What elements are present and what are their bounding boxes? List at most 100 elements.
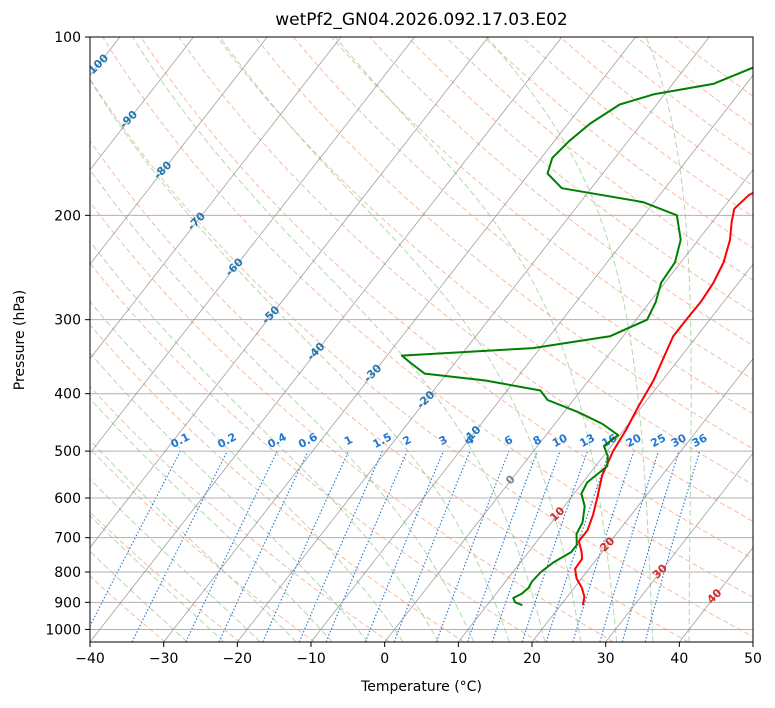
moist-adiabat bbox=[90, 300, 404, 642]
dry-adiabat bbox=[140, 37, 753, 560]
y-tick-label: 600 bbox=[54, 491, 81, 507]
dry-adiabat bbox=[292, 37, 753, 415]
x-axis-label: Temperature (°C) bbox=[361, 679, 482, 695]
dry-adiabat bbox=[90, 448, 315, 642]
moist-adiabat bbox=[132, 37, 546, 642]
dry-adiabat bbox=[521, 37, 753, 218]
moist-adiabat bbox=[90, 514, 225, 642]
mixing-ratio-line bbox=[364, 450, 444, 642]
dry-adiabat bbox=[90, 262, 540, 642]
x-tick-label: 20 bbox=[523, 651, 541, 667]
x-tick-label: −10 bbox=[296, 651, 326, 667]
dry-adiabat bbox=[102, 37, 753, 598]
isotherm-gridline bbox=[384, 169, 753, 642]
dry-adiabat bbox=[216, 37, 753, 486]
mixing-ratio-line bbox=[466, 450, 538, 642]
dry-adiabat bbox=[597, 37, 753, 157]
dry-adiabat bbox=[445, 37, 753, 281]
isotherm-label: -60 bbox=[223, 255, 246, 278]
plot-frame bbox=[89, 36, 754, 643]
isotherm-label: -100 bbox=[82, 51, 111, 80]
moist-adiabat bbox=[219, 37, 582, 642]
mixing-ratio-label: 0.1 bbox=[169, 430, 192, 451]
isotherm-label: -50 bbox=[259, 303, 282, 326]
dry-adiabat bbox=[368, 37, 753, 347]
dry-adiabat bbox=[90, 139, 689, 642]
moist-adiabat bbox=[334, 37, 618, 642]
mixing-ratio-label: 2 bbox=[401, 433, 414, 448]
isotherm-gridline bbox=[310, 74, 753, 642]
y-tick-label: 900 bbox=[54, 595, 81, 611]
moist-adiabat bbox=[645, 37, 692, 642]
mixing-ratio-line bbox=[644, 450, 701, 642]
dry-adiabat bbox=[483, 37, 753, 249]
mixing-ratio-line bbox=[435, 450, 510, 642]
dry-adiabat bbox=[254, 37, 753, 450]
mixing-ratio-label: 30 bbox=[669, 431, 689, 450]
mixing-ratio-label: 6 bbox=[502, 433, 515, 448]
dry-adiabat bbox=[178, 37, 753, 522]
dry-adiabat bbox=[90, 385, 390, 642]
mixing-ratio-line bbox=[90, 450, 181, 628]
isotherm-gridline bbox=[90, 37, 563, 642]
isotherm-label: 10 bbox=[547, 504, 567, 524]
mixing-ratio-line bbox=[185, 450, 278, 642]
x-tick-label: 0 bbox=[380, 651, 389, 667]
dry-adiabat bbox=[673, 37, 753, 97]
isotherm-gridline bbox=[90, 37, 342, 360]
y-tick-label: 300 bbox=[54, 313, 81, 329]
moist-adiabat bbox=[90, 550, 188, 642]
moist-adiabat bbox=[90, 168, 475, 642]
isotherm-gridline bbox=[90, 37, 194, 171]
x-tick-label: 50 bbox=[744, 651, 762, 667]
mixing-ratio-label: 1 bbox=[342, 433, 355, 448]
plot-area: -100-90-80-70-60-50-40-30-20-10010203040… bbox=[82, 37, 753, 642]
mixing-ratio-line bbox=[298, 450, 383, 642]
mixing-ratio-line bbox=[545, 450, 611, 642]
dry-adiabat bbox=[90, 323, 465, 642]
temperature-profile-line bbox=[574, 191, 753, 606]
mixing-ratio-label: 20 bbox=[624, 431, 644, 450]
isotherm-label: -40 bbox=[304, 340, 327, 363]
mixing-ratio-line bbox=[262, 450, 350, 642]
x-tick-label: −20 bbox=[223, 651, 253, 667]
mixing-ratio-line bbox=[621, 450, 680, 642]
mixing-ratio-label: 36 bbox=[690, 431, 710, 450]
y-tick-label: 500 bbox=[54, 444, 81, 460]
mixing-ratio-line bbox=[218, 450, 309, 642]
isotherm-gridline bbox=[679, 546, 753, 642]
x-tick-label: 30 bbox=[597, 651, 615, 667]
isotherm-gridline bbox=[605, 452, 753, 642]
isotherm-gridline bbox=[458, 263, 753, 642]
x-tick-label: −30 bbox=[149, 651, 179, 667]
isotherm-label: 40 bbox=[704, 586, 724, 606]
mixing-ratio-label: 0.4 bbox=[265, 430, 289, 451]
mixing-ratio-line bbox=[491, 450, 561, 642]
isotherm-gridline bbox=[90, 37, 489, 549]
moist-adiabat bbox=[90, 397, 333, 642]
isotherm-gridline bbox=[163, 37, 636, 642]
moist-adiabat bbox=[90, 79, 510, 642]
y-axis-label: Pressure (hPa) bbox=[12, 289, 28, 391]
moist-adiabat bbox=[90, 240, 439, 642]
mixing-ratio-label: 25 bbox=[648, 431, 668, 450]
y-tick-label: 400 bbox=[54, 387, 81, 403]
isotherm-gridline bbox=[90, 37, 268, 265]
y-tick-label: 1000 bbox=[45, 622, 81, 638]
y-tick-label: 100 bbox=[54, 30, 81, 46]
mixing-ratio-line bbox=[572, 450, 635, 642]
chart-title: wetPf2_GN04.2026.092.17.03.E02 bbox=[275, 10, 568, 30]
dry-adiabat bbox=[635, 37, 753, 127]
isotherm-gridline bbox=[237, 37, 710, 642]
mixing-ratio-label: 0.2 bbox=[215, 430, 238, 451]
moist-adiabat bbox=[90, 439, 297, 642]
dry-adiabat bbox=[330, 37, 753, 380]
dry-adiabat bbox=[90, 201, 614, 642]
isotherm-label: -80 bbox=[151, 158, 174, 181]
mixing-ratio-line bbox=[131, 450, 228, 642]
dry-adiabat bbox=[90, 77, 753, 638]
y-tick-label: 200 bbox=[54, 208, 81, 224]
y-tick-label: 800 bbox=[54, 565, 81, 581]
